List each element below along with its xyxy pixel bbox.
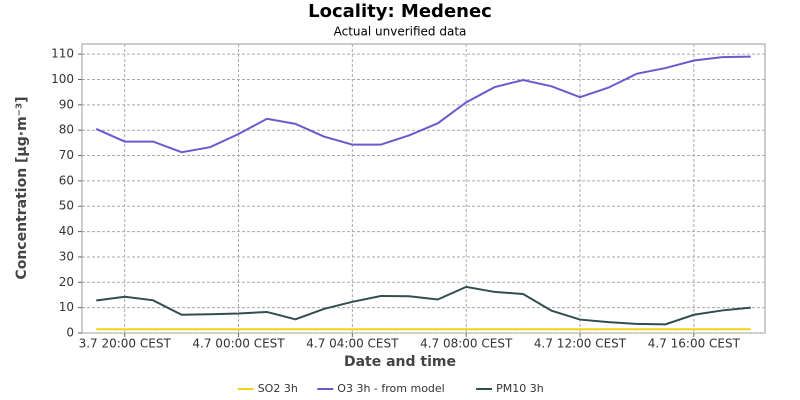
- y-tick-label: 20: [59, 275, 74, 289]
- y-tick-label: 30: [59, 249, 74, 263]
- x-tick-label: 4.7 16:00 CEST: [648, 337, 741, 351]
- legend-label: PM10 3h: [496, 382, 544, 395]
- y-tick-label: 90: [59, 97, 74, 111]
- plot-area: [81, 43, 766, 334]
- y-tick-label: 80: [59, 123, 74, 137]
- y-tick-label: 110: [51, 47, 74, 61]
- y-tick-label: 10: [59, 300, 74, 314]
- chart-title: Locality: Medenec: [308, 1, 492, 22]
- x-tick-label: 4.7 08:00 CEST: [420, 337, 513, 351]
- y-tick-label: 0: [66, 326, 74, 340]
- x-tick-label: 3.7 20:00 CEST: [79, 337, 172, 351]
- y-tick-label: 60: [59, 173, 74, 187]
- y-tick-label: 70: [59, 148, 74, 162]
- chart-subtitle: Actual unverified data: [334, 25, 467, 39]
- x-tick-label: 4.7 00:00 CEST: [192, 337, 285, 351]
- y-tick-label: 40: [59, 224, 74, 238]
- legend-label: O3 3h - from model: [337, 382, 444, 395]
- series-line: [96, 285, 751, 326]
- series-line: [95, 55, 751, 154]
- y-tick-label: 100: [51, 72, 74, 86]
- x-tick-label: 4.7 12:00 CEST: [534, 337, 627, 351]
- y-axis-label: Concentration [µg·m⁻³]: [14, 96, 30, 279]
- x-tick-label: 4.7 04:00 CEST: [306, 337, 399, 351]
- y-tick-label: 50: [59, 199, 74, 213]
- x-axis-label: Date and time: [344, 354, 456, 370]
- legend-label: SO2 3h: [258, 382, 298, 395]
